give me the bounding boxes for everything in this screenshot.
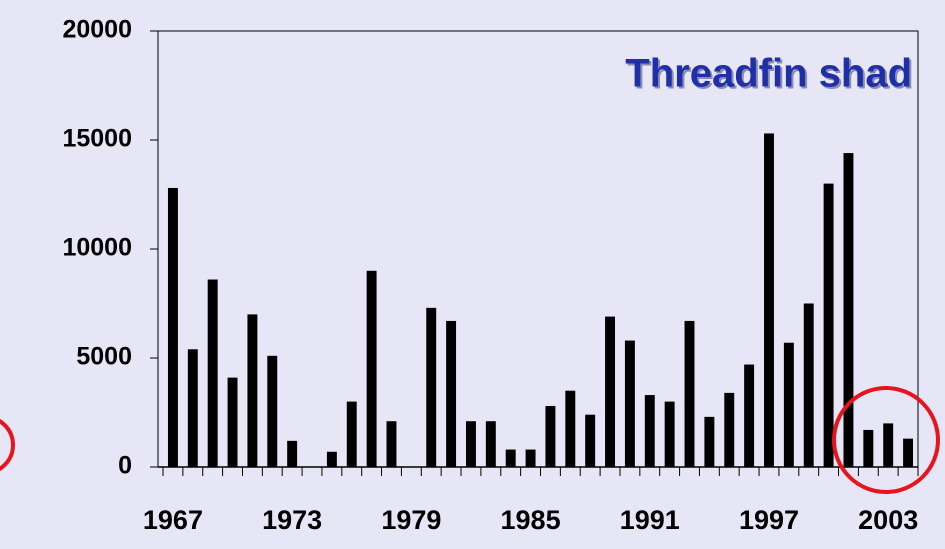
bar (247, 314, 258, 467)
bar (644, 395, 655, 467)
y-tick-label: 20000 (62, 16, 132, 44)
bar (744, 364, 755, 467)
bar (167, 187, 178, 467)
chart-title: Threadfin shad (625, 52, 912, 96)
bar (386, 421, 397, 467)
y-tick-label: 0 (118, 452, 132, 480)
highlight-circle (832, 386, 940, 494)
y-tick-label: 15000 (62, 125, 132, 153)
bar (326, 451, 337, 467)
bar (227, 377, 238, 467)
bar (545, 405, 556, 467)
bar (267, 355, 278, 467)
bar (724, 392, 735, 467)
bar (903, 438, 914, 467)
bar (585, 414, 596, 467)
x-tick-label: 1991 (620, 505, 680, 535)
highlight-circle (0, 419, 15, 471)
x-tick-label: 1985 (501, 505, 561, 535)
bar (565, 390, 576, 467)
bar (783, 342, 794, 467)
bar (505, 449, 516, 467)
bar (446, 320, 457, 467)
bar (803, 303, 814, 467)
x-tick-label: 1973 (262, 505, 322, 535)
bar (605, 316, 616, 467)
y-tick-label: 10000 (62, 234, 132, 262)
chart-layer: 0 5000 10000 15000 20000 1967 1973 1979 1985 1991… (62, 16, 919, 535)
x-tick-label: 1997 (739, 505, 799, 535)
bar (465, 421, 476, 467)
bar (525, 449, 536, 467)
bar (624, 340, 635, 467)
bar (187, 349, 198, 467)
x-tick-label: 1979 (381, 505, 441, 535)
bar (485, 421, 496, 467)
bar (704, 416, 715, 467)
bar (207, 279, 218, 467)
bar (843, 153, 854, 467)
bar (863, 429, 874, 467)
x-tick-label: 1967 (143, 505, 203, 535)
bar (883, 423, 894, 467)
bar (366, 270, 377, 467)
title-shadow: Threadfin shad (627, 54, 914, 98)
bar (426, 307, 437, 467)
bar (287, 440, 298, 467)
bar (664, 401, 675, 467)
y-tick-label: 5000 (76, 343, 132, 371)
bar (684, 320, 695, 467)
x-tick-label: 2003 (858, 505, 918, 535)
bar (346, 401, 357, 467)
bar (823, 183, 834, 467)
bar (764, 133, 774, 467)
